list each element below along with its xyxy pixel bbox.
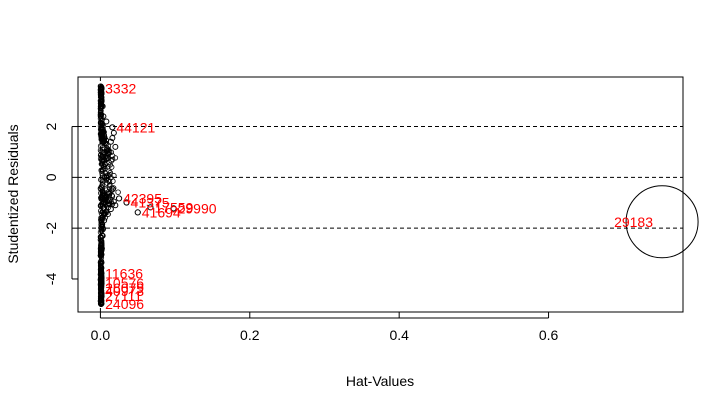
x-tick-label: 0.4 (389, 327, 409, 343)
data-point (107, 206, 114, 213)
y-tick-label: -2 (43, 222, 59, 235)
y-tick-label: 2 (43, 122, 59, 130)
cloud-point (98, 134, 105, 141)
data-point (112, 143, 119, 150)
point-label: 3332 (105, 80, 136, 96)
data-point (134, 209, 141, 216)
y-tick-label: -4 (43, 273, 59, 286)
cloud-point (109, 185, 115, 191)
data-point (109, 124, 116, 131)
cloud-point (111, 172, 117, 179)
data-point (110, 198, 117, 205)
influence-bubble (625, 185, 699, 259)
data-point (98, 293, 105, 300)
data-point (106, 148, 113, 155)
cloud-point (98, 161, 105, 167)
cloud-point (98, 124, 105, 130)
data-point (107, 138, 114, 145)
cloud-point (98, 217, 104, 224)
point-label: 44121 (116, 119, 155, 135)
point-label: 11636 (105, 265, 143, 281)
point-label: 29183 (614, 214, 653, 230)
cloud-point (97, 208, 104, 214)
data-point (101, 161, 108, 168)
cloud-point (107, 162, 113, 168)
cloud-point (98, 274, 104, 280)
x-tick-label: 0.2 (240, 327, 260, 343)
cloud-point (103, 209, 110, 216)
cloud-point (100, 149, 107, 155)
cloud-point (98, 196, 105, 202)
data-point (100, 113, 107, 120)
cloud-point (98, 242, 105, 248)
y-axis-label: Studentized Residuals (5, 124, 21, 263)
plot-frame (77, 76, 684, 313)
data-point (98, 258, 105, 265)
data-point (98, 300, 105, 307)
data-point (106, 190, 113, 197)
data-point (98, 270, 105, 277)
cloud-point (100, 190, 106, 197)
data-point (98, 85, 105, 92)
data-point (99, 103, 106, 110)
axes: 0.0 0.2 0.4 0.6 -4 -2 0 2 (43, 122, 558, 343)
point-label: 29990 (178, 200, 217, 216)
x-tick-label: 0.6 (539, 327, 559, 343)
y-tick-label: 0 (43, 173, 59, 181)
data-point (99, 232, 106, 239)
data-point (103, 118, 110, 125)
point-label: 10576 (105, 275, 144, 291)
data-point (112, 202, 119, 209)
point-label: 24096 (105, 296, 144, 312)
point-label: 41694 (142, 204, 181, 220)
cloud-point (98, 111, 105, 118)
data-point (115, 195, 123, 202)
data-points (98, 85, 699, 307)
x-axis-label: Hat-Values (346, 373, 414, 389)
cloud-point (100, 177, 106, 184)
data-point (104, 211, 111, 218)
cloud-point (100, 136, 106, 142)
cloud-point (98, 244, 104, 250)
cloud-point (100, 226, 106, 233)
cloud-point (98, 238, 105, 244)
cloud-point (110, 186, 116, 192)
data-point (101, 217, 108, 224)
data-point (170, 205, 177, 212)
data-point (104, 155, 111, 162)
point-label: 41375 (131, 195, 170, 211)
point-label: 26079 (105, 280, 144, 296)
data-point (98, 265, 105, 272)
data-point (147, 204, 154, 211)
reference-lines (78, 77, 683, 312)
data-point (98, 245, 105, 252)
cloud-point (100, 167, 106, 173)
cloud-point (103, 148, 110, 155)
point-label: 40973 (105, 283, 144, 299)
data-point (123, 199, 130, 206)
x-tick-label: 0.0 (91, 327, 111, 343)
cloud-point (99, 131, 106, 137)
data-point (98, 284, 105, 291)
cloud-point (98, 202, 104, 208)
cloud-point (97, 89, 104, 96)
point-label: 17559 (154, 199, 193, 215)
point-label: 42395 (123, 190, 162, 206)
cloud-point (97, 87, 104, 93)
cloud-point (97, 259, 104, 265)
cloud-point (98, 96, 105, 102)
cloud-point (107, 171, 113, 178)
cloud-point (115, 189, 121, 195)
point-label: 27111 (105, 288, 142, 304)
cloud-point (97, 185, 104, 192)
cloud-point (99, 251, 105, 258)
data-point (109, 134, 116, 141)
cloud-point (102, 196, 108, 203)
